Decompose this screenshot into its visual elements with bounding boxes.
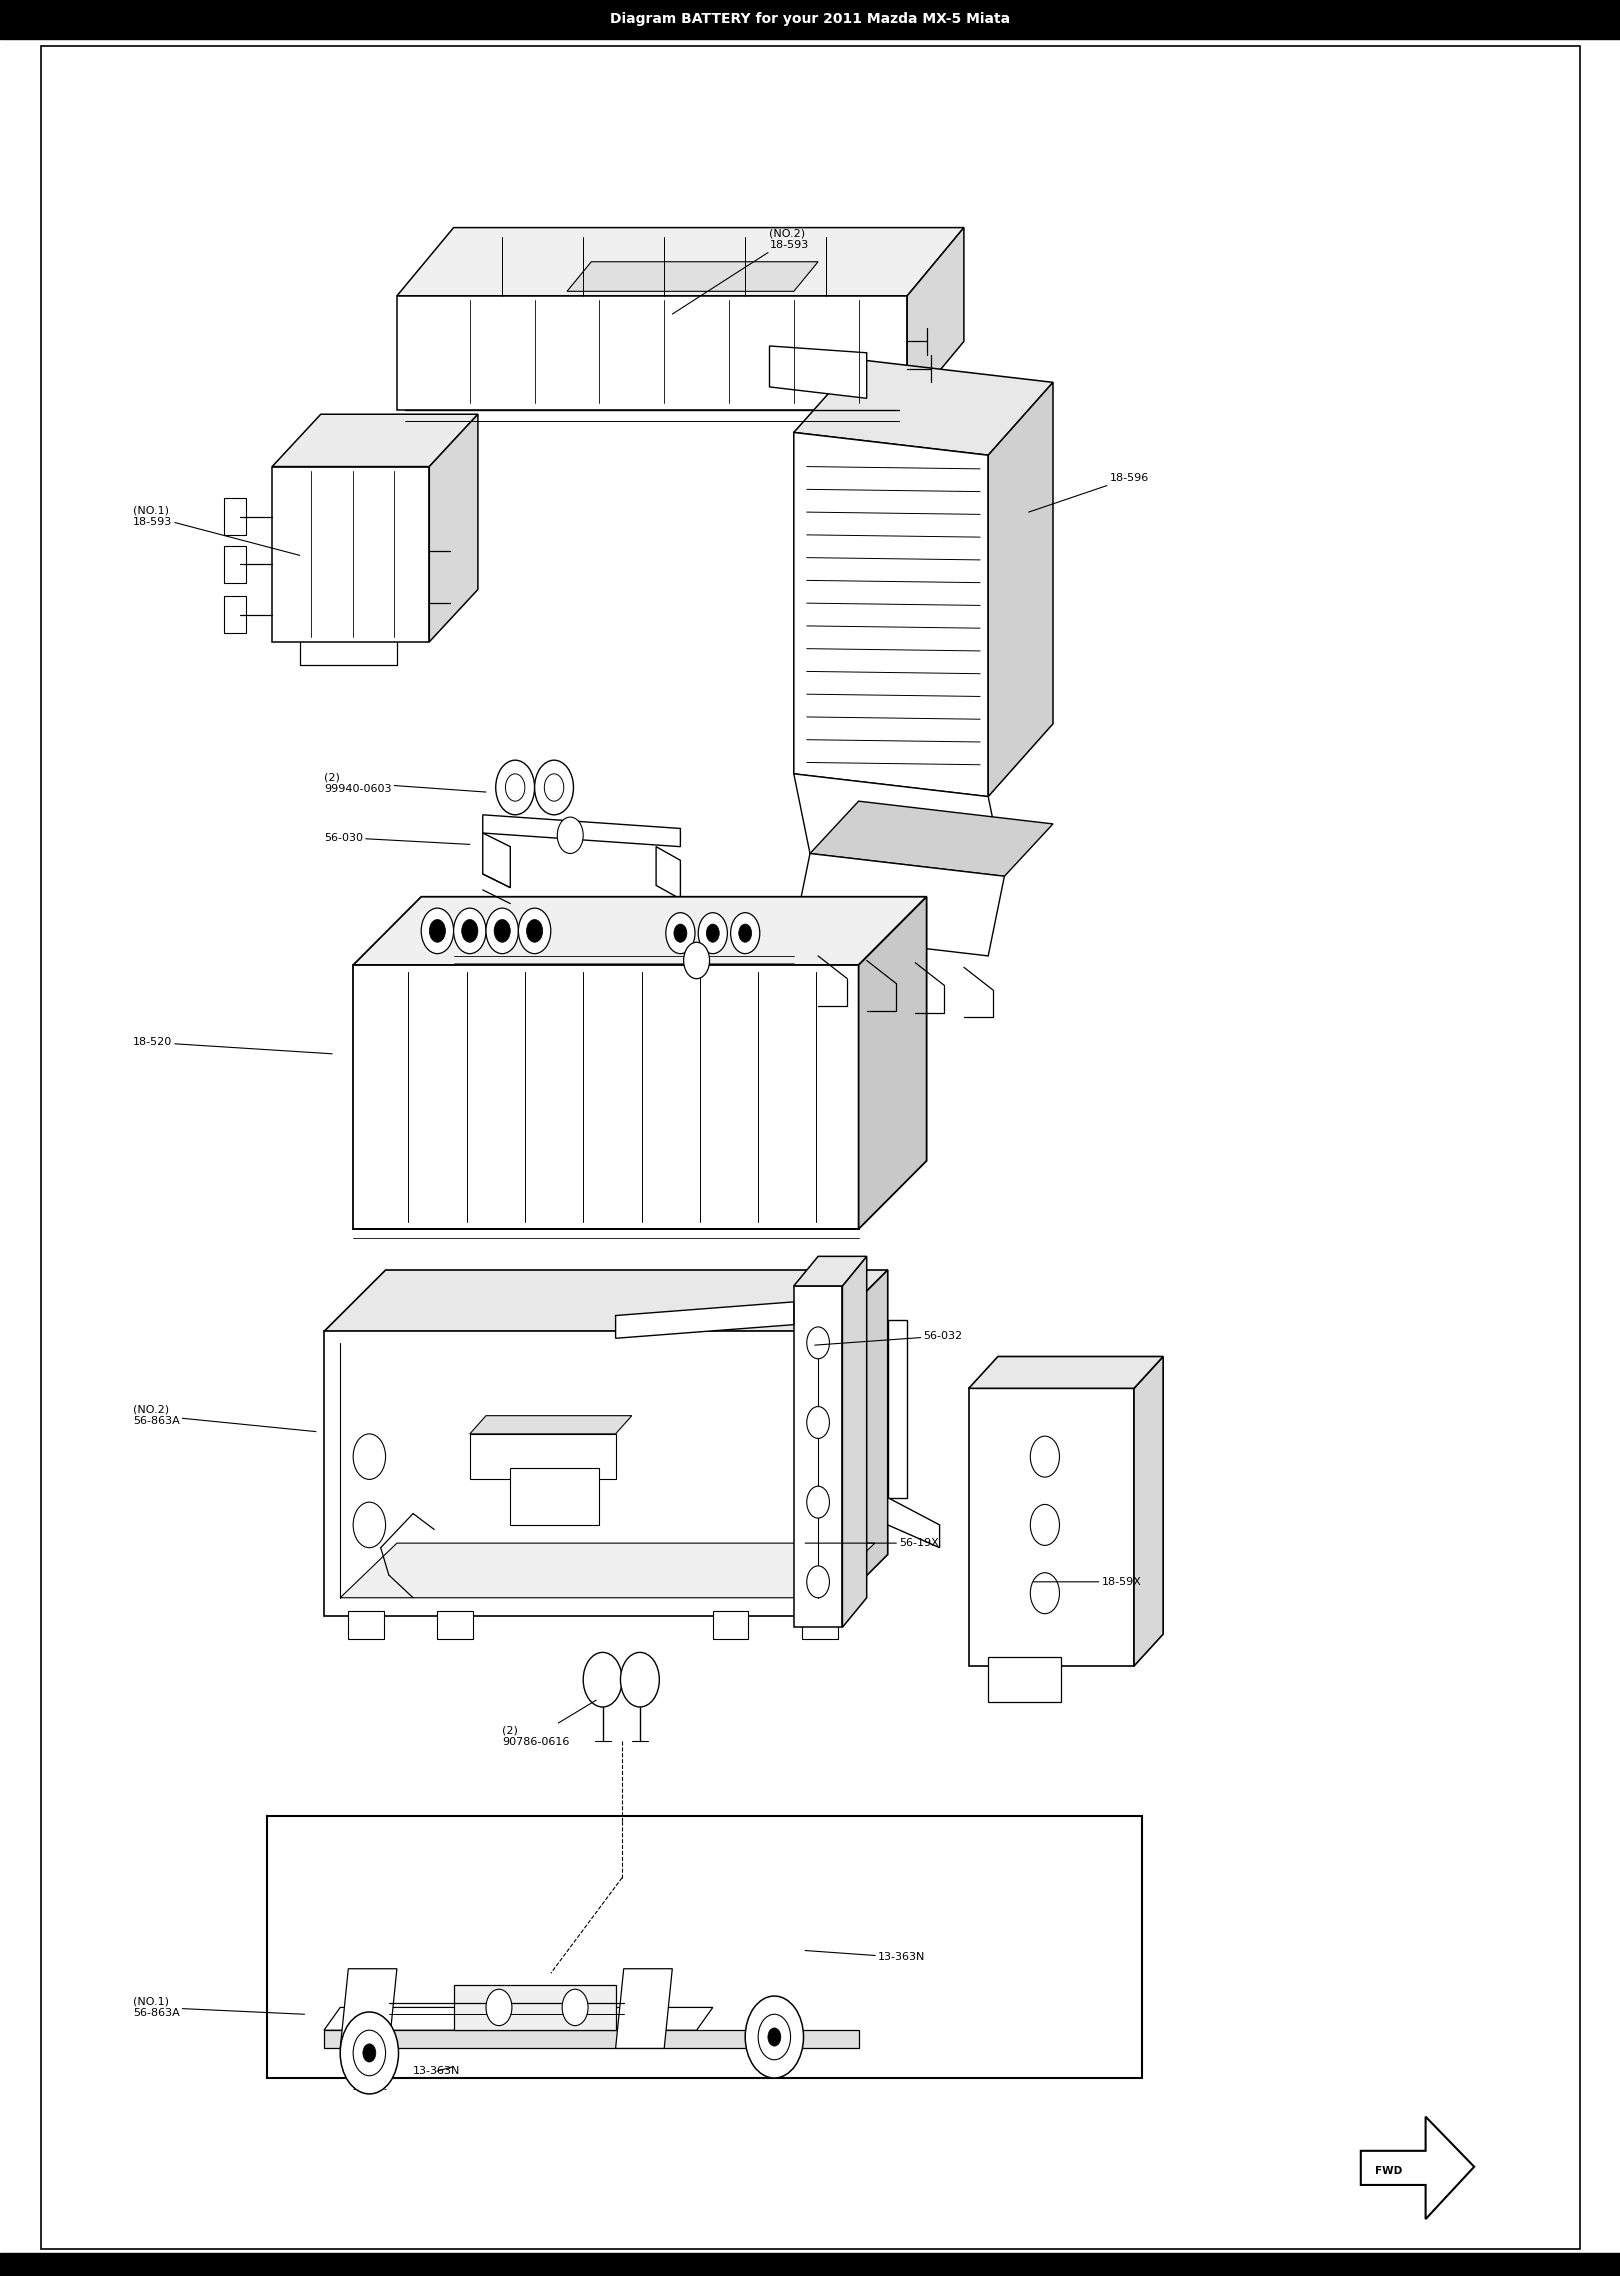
Polygon shape xyxy=(988,382,1053,797)
Text: (NO.2)
18-593: (NO.2) 18-593 xyxy=(672,228,808,314)
Circle shape xyxy=(535,760,573,815)
Bar xyxy=(224,596,246,633)
Polygon shape xyxy=(616,1302,794,1338)
Circle shape xyxy=(353,1434,386,1479)
Bar xyxy=(224,498,246,535)
Bar xyxy=(224,546,246,583)
Circle shape xyxy=(758,2014,791,2060)
Bar xyxy=(437,1611,473,1639)
Bar xyxy=(267,1816,1142,2078)
Circle shape xyxy=(486,1989,512,2026)
Circle shape xyxy=(505,774,525,801)
Polygon shape xyxy=(324,2030,859,2048)
Circle shape xyxy=(674,924,687,942)
Text: (NO.1)
56-863A: (NO.1) 56-863A xyxy=(133,1996,305,2019)
Circle shape xyxy=(562,1989,588,2026)
Circle shape xyxy=(462,920,478,942)
Polygon shape xyxy=(470,1434,616,1479)
Polygon shape xyxy=(324,1331,826,1616)
Circle shape xyxy=(421,908,454,954)
Bar xyxy=(988,1657,1061,1702)
Polygon shape xyxy=(454,1985,616,2030)
Circle shape xyxy=(807,1486,829,1518)
Text: 18-520: 18-520 xyxy=(133,1038,332,1054)
Circle shape xyxy=(666,913,695,954)
Circle shape xyxy=(731,913,760,954)
Polygon shape xyxy=(794,774,1004,876)
Circle shape xyxy=(353,1502,386,1548)
Circle shape xyxy=(807,1407,829,1438)
Text: (NO.1)
18-593: (NO.1) 18-593 xyxy=(133,505,300,555)
Bar xyxy=(802,1611,838,1639)
Polygon shape xyxy=(324,2007,713,2030)
Text: 18-596: 18-596 xyxy=(1029,473,1149,512)
Circle shape xyxy=(340,2012,399,2094)
Bar xyxy=(0,2253,1620,2276)
Circle shape xyxy=(620,1652,659,1707)
Polygon shape xyxy=(810,801,1053,876)
Circle shape xyxy=(698,913,727,954)
Bar xyxy=(348,1611,384,1639)
Polygon shape xyxy=(794,1286,842,1627)
Polygon shape xyxy=(567,262,818,291)
Text: FWD: FWD xyxy=(1375,2167,1401,2176)
Polygon shape xyxy=(397,228,964,296)
Polygon shape xyxy=(483,833,510,888)
Polygon shape xyxy=(272,414,478,467)
Circle shape xyxy=(496,760,535,815)
Polygon shape xyxy=(397,296,907,410)
Polygon shape xyxy=(794,432,988,797)
Polygon shape xyxy=(272,467,429,642)
Polygon shape xyxy=(969,1388,1134,1666)
Polygon shape xyxy=(353,897,927,965)
Polygon shape xyxy=(888,1320,907,1498)
Text: 18-59X: 18-59X xyxy=(1034,1577,1142,1586)
Polygon shape xyxy=(470,1416,632,1434)
Polygon shape xyxy=(429,414,478,642)
Circle shape xyxy=(684,942,710,979)
Polygon shape xyxy=(1361,2117,1474,2219)
Polygon shape xyxy=(1134,1356,1163,1666)
Polygon shape xyxy=(353,965,859,1229)
Polygon shape xyxy=(770,346,867,398)
Polygon shape xyxy=(842,1256,867,1627)
Polygon shape xyxy=(907,228,964,410)
Circle shape xyxy=(353,2030,386,2076)
Text: 56-032: 56-032 xyxy=(815,1331,962,1345)
Text: (NO.2)
56-863A: (NO.2) 56-863A xyxy=(133,1404,316,1432)
Polygon shape xyxy=(794,360,1053,455)
Circle shape xyxy=(745,1996,804,2078)
Text: 13-363N: 13-363N xyxy=(805,1951,925,1962)
Polygon shape xyxy=(616,1969,672,2048)
Circle shape xyxy=(739,924,752,942)
Bar xyxy=(510,1468,599,1525)
Polygon shape xyxy=(794,854,1004,956)
Text: Diagram BATTERY for your 2011 Mazda MX-5 Miata: Diagram BATTERY for your 2011 Mazda MX-5… xyxy=(611,11,1009,27)
Polygon shape xyxy=(656,847,680,899)
Circle shape xyxy=(454,908,486,954)
Polygon shape xyxy=(794,1256,867,1286)
Circle shape xyxy=(583,1652,622,1707)
Bar xyxy=(0,0,1620,39)
Polygon shape xyxy=(888,1498,940,1548)
Text: 13-363N: 13-363N xyxy=(413,2067,460,2076)
Circle shape xyxy=(486,908,518,954)
Circle shape xyxy=(706,924,719,942)
Polygon shape xyxy=(340,1969,397,2048)
Bar xyxy=(713,1611,748,1639)
Circle shape xyxy=(429,920,446,942)
Text: (2)
90786-0616: (2) 90786-0616 xyxy=(502,1700,596,1748)
Text: 56-19X: 56-19X xyxy=(805,1539,940,1548)
Circle shape xyxy=(557,817,583,854)
Polygon shape xyxy=(340,1543,875,1598)
Circle shape xyxy=(363,2044,376,2062)
Circle shape xyxy=(518,908,551,954)
Polygon shape xyxy=(324,1270,888,1331)
Polygon shape xyxy=(826,1270,888,1616)
Circle shape xyxy=(1030,1573,1059,1614)
Circle shape xyxy=(544,774,564,801)
Circle shape xyxy=(807,1327,829,1359)
Polygon shape xyxy=(859,897,927,1229)
Circle shape xyxy=(1030,1436,1059,1477)
Circle shape xyxy=(807,1566,829,1598)
